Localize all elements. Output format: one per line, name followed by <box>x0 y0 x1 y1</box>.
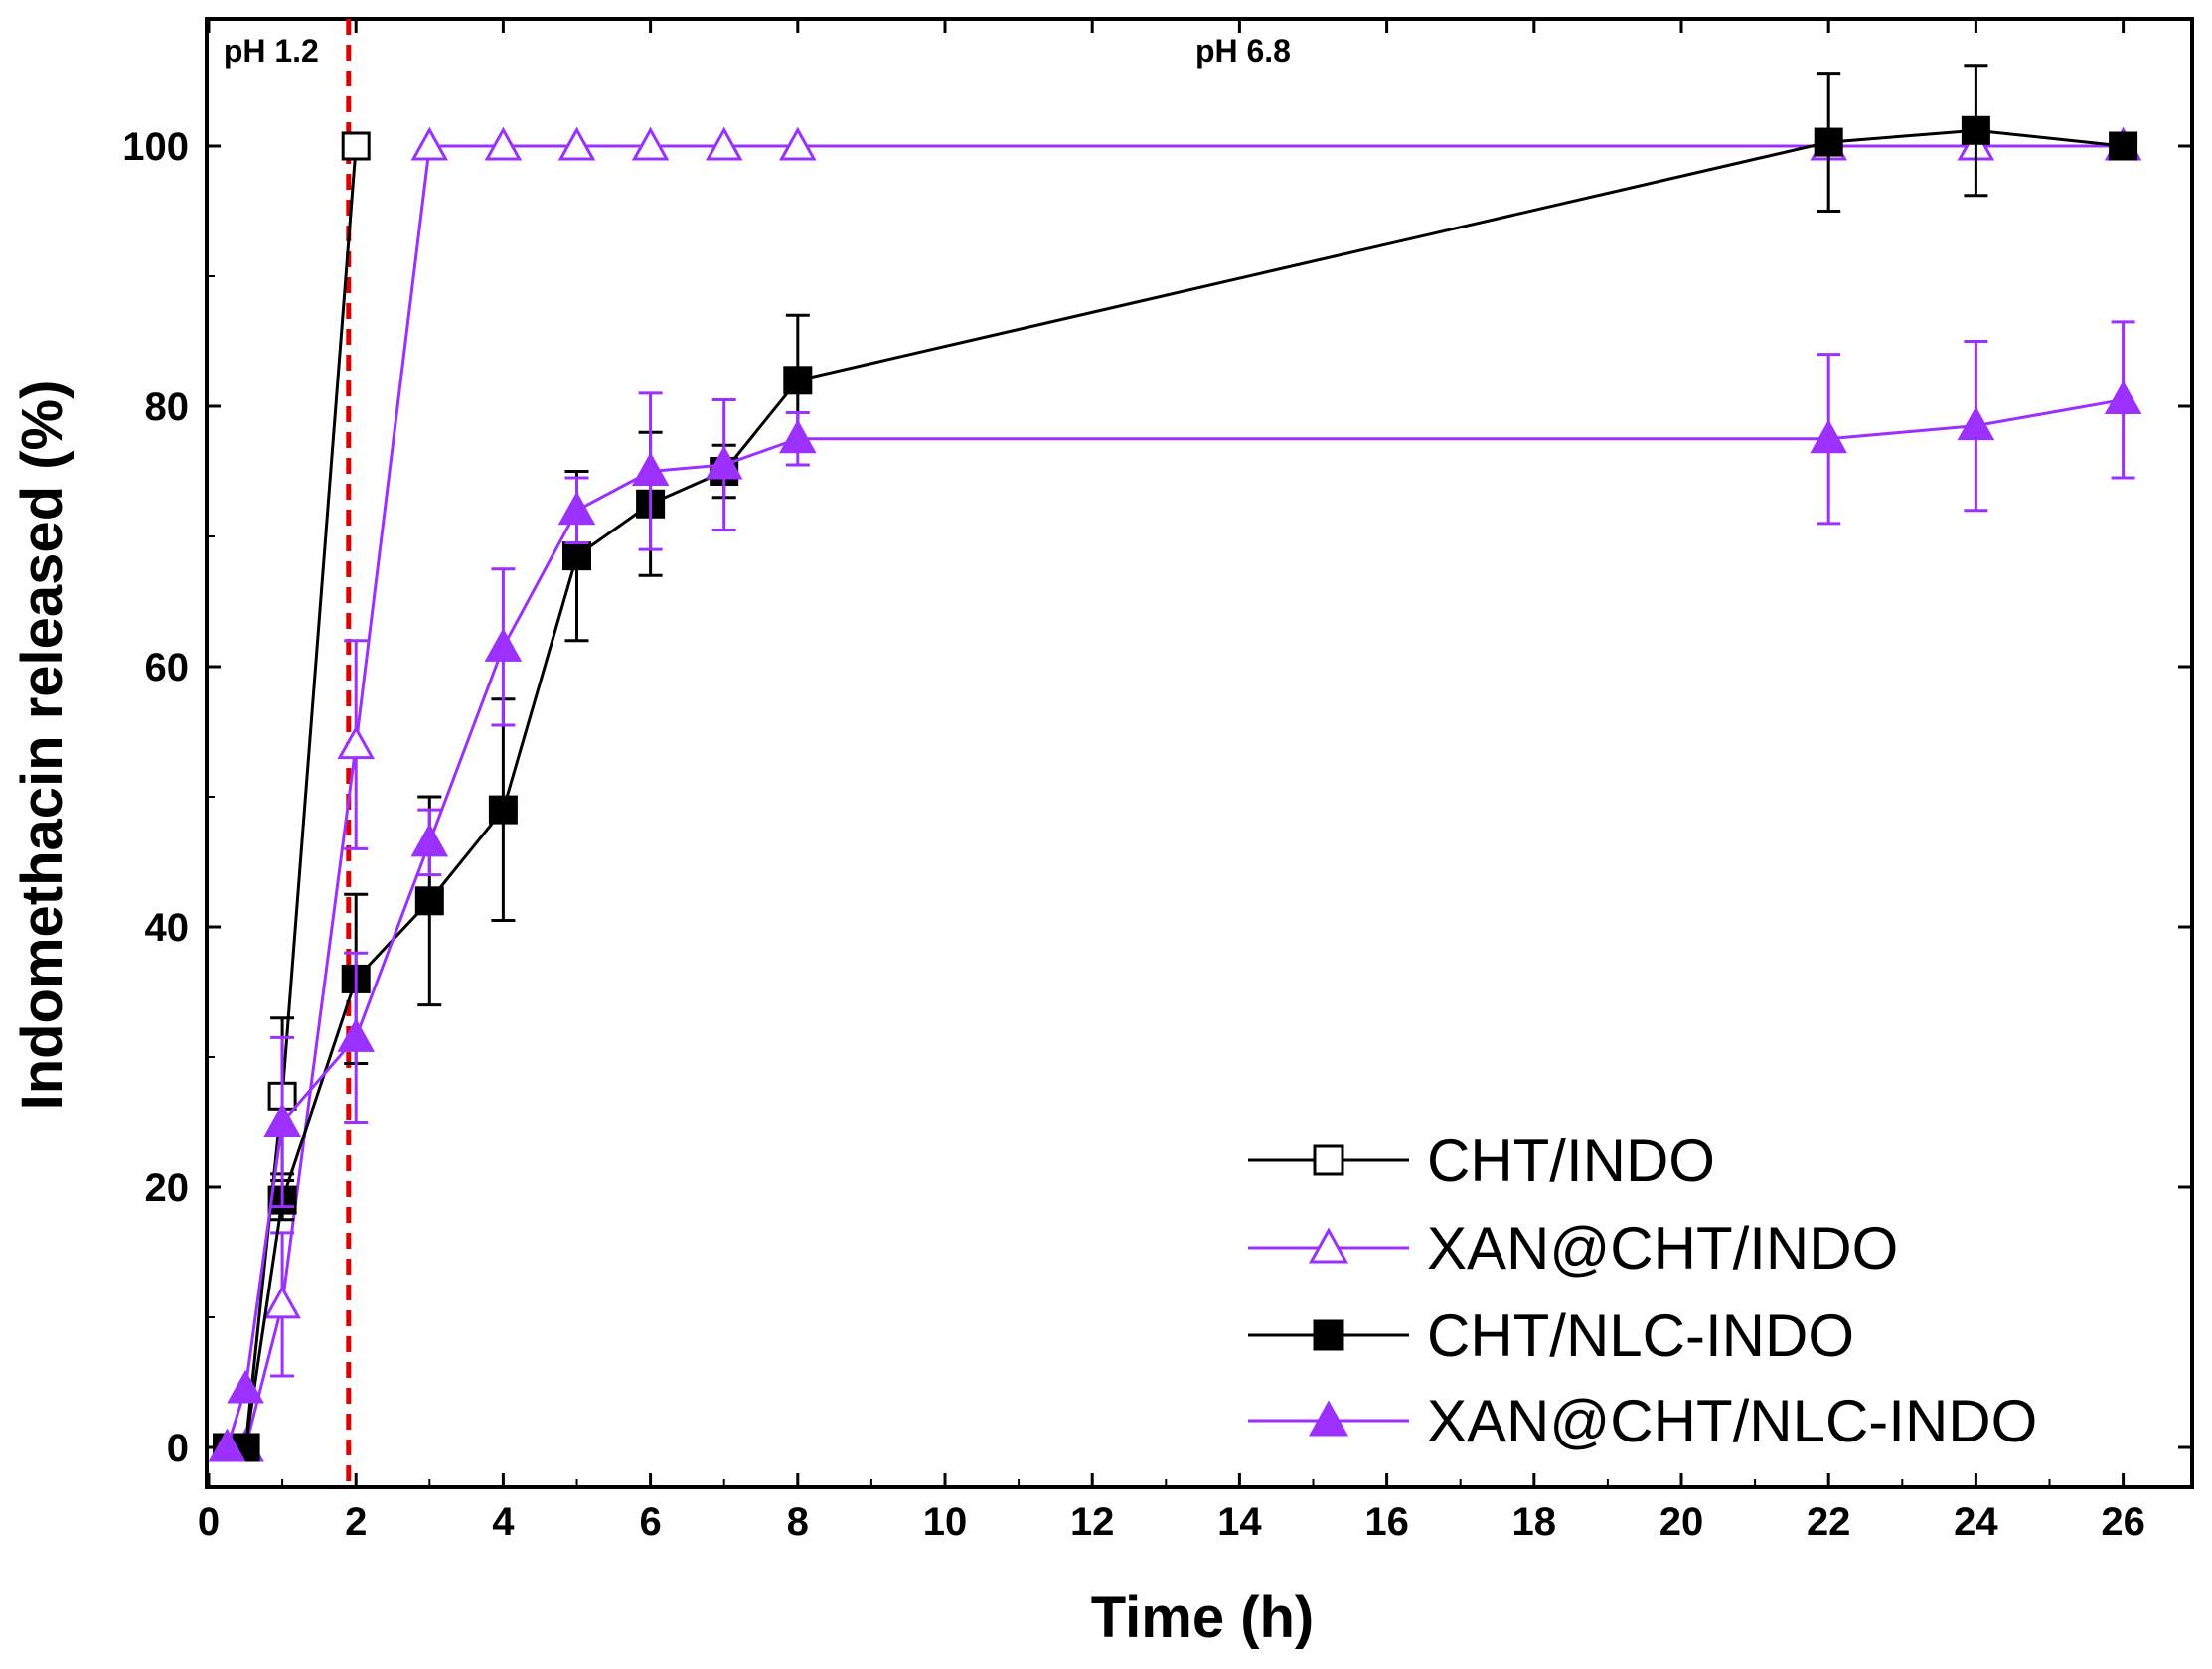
series-line <box>226 397 2124 1448</box>
data-point <box>1313 1319 1344 1351</box>
series-line <box>227 145 358 1449</box>
data-point <box>1810 419 1847 454</box>
series-layer <box>208 64 2142 1462</box>
data-point <box>410 823 449 857</box>
x-tick-label: 8 <box>787 1500 809 1544</box>
data-point <box>705 445 743 480</box>
data-point <box>631 452 670 486</box>
data-point <box>2104 380 2142 414</box>
legend-item: XAN@CHT/NLC-INDO <box>1248 1388 2037 1454</box>
data-point <box>631 126 670 161</box>
region-label: pH 1.2 <box>224 33 319 69</box>
data-point <box>1313 1144 1344 1176</box>
data-point <box>263 1285 301 1319</box>
legend-item: CHT/NLC-INDO <box>1248 1302 1854 1369</box>
data-point <box>484 628 523 662</box>
x-tick-label: 12 <box>1070 1500 1115 1544</box>
y-axis-title: Indomethacin released (%) <box>10 380 75 1111</box>
data-point <box>414 886 444 916</box>
legend-label: CHT/INDO <box>1427 1128 1715 1194</box>
data-point <box>1957 406 1995 441</box>
data-point <box>488 795 518 825</box>
y-tick-label: 40 <box>145 906 190 950</box>
x-tick-label: 18 <box>1512 1500 1557 1544</box>
y-tick-label: 20 <box>145 1166 190 1210</box>
data-point <box>337 1018 375 1052</box>
data-point <box>227 1369 264 1404</box>
legend-label: CHT/NLC-INDO <box>1427 1302 1854 1369</box>
y-tick-label: 0 <box>167 1427 189 1470</box>
y-tick-label: 60 <box>145 646 190 689</box>
legend-item: XAN@CHT/INDO <box>1248 1215 1898 1282</box>
series-xan-cht-nlc-indo <box>208 320 2142 1462</box>
data-point <box>783 366 813 395</box>
series-cht-indo <box>213 131 371 1462</box>
x-tick-label: 10 <box>923 1500 968 1544</box>
data-point <box>208 1428 246 1462</box>
data-point <box>557 491 596 526</box>
legend-label: XAN@CHT/INDO <box>1427 1215 1898 1282</box>
x-axis-title: Time (h) <box>1091 1586 1315 1650</box>
data-point <box>484 126 523 161</box>
x-tick-label: 26 <box>2101 1500 2145 1544</box>
data-point <box>410 126 449 161</box>
data-point <box>263 1103 301 1137</box>
x-tick-label: 22 <box>1807 1500 1851 1544</box>
data-point <box>705 126 743 161</box>
x-tick-label: 4 <box>492 1500 515 1544</box>
x-tick-label: 20 <box>1659 1500 1704 1544</box>
region-label: pH 6.8 <box>1195 33 1291 69</box>
data-point <box>1308 1400 1349 1437</box>
data-point <box>1961 115 1990 145</box>
x-tick-label: 14 <box>1217 1500 1262 1544</box>
y-tick-label: 80 <box>145 385 190 429</box>
data-point <box>557 126 596 161</box>
legend: CHT/INDO XAN@CHT/INDO CHT/NLC-INDO XAN@CHT/… <box>1248 1128 2037 1454</box>
legend-label: XAN@CHT/NLC-INDO <box>1427 1388 2037 1454</box>
data-point <box>2109 131 2138 161</box>
data-point <box>562 541 591 571</box>
x-tick-label: 6 <box>639 1500 661 1544</box>
x-tick-label: 24 <box>1954 1500 1998 1544</box>
plot-frame <box>205 17 2194 1489</box>
data-point <box>779 419 817 454</box>
data-point <box>1814 127 1843 157</box>
annotation-layer: pH 1.2 pH 6.8 <box>224 33 1291 69</box>
data-point <box>779 126 817 161</box>
legend-item: CHT/INDO <box>1248 1128 1715 1194</box>
x-tick-label: 0 <box>198 1500 220 1544</box>
data-point <box>1308 1227 1349 1264</box>
x-tick-label: 2 <box>345 1500 367 1544</box>
y-tick-label: 100 <box>122 125 189 169</box>
data-point <box>337 725 375 760</box>
data-point <box>341 131 371 161</box>
x-tick-label: 16 <box>1364 1500 1409 1544</box>
